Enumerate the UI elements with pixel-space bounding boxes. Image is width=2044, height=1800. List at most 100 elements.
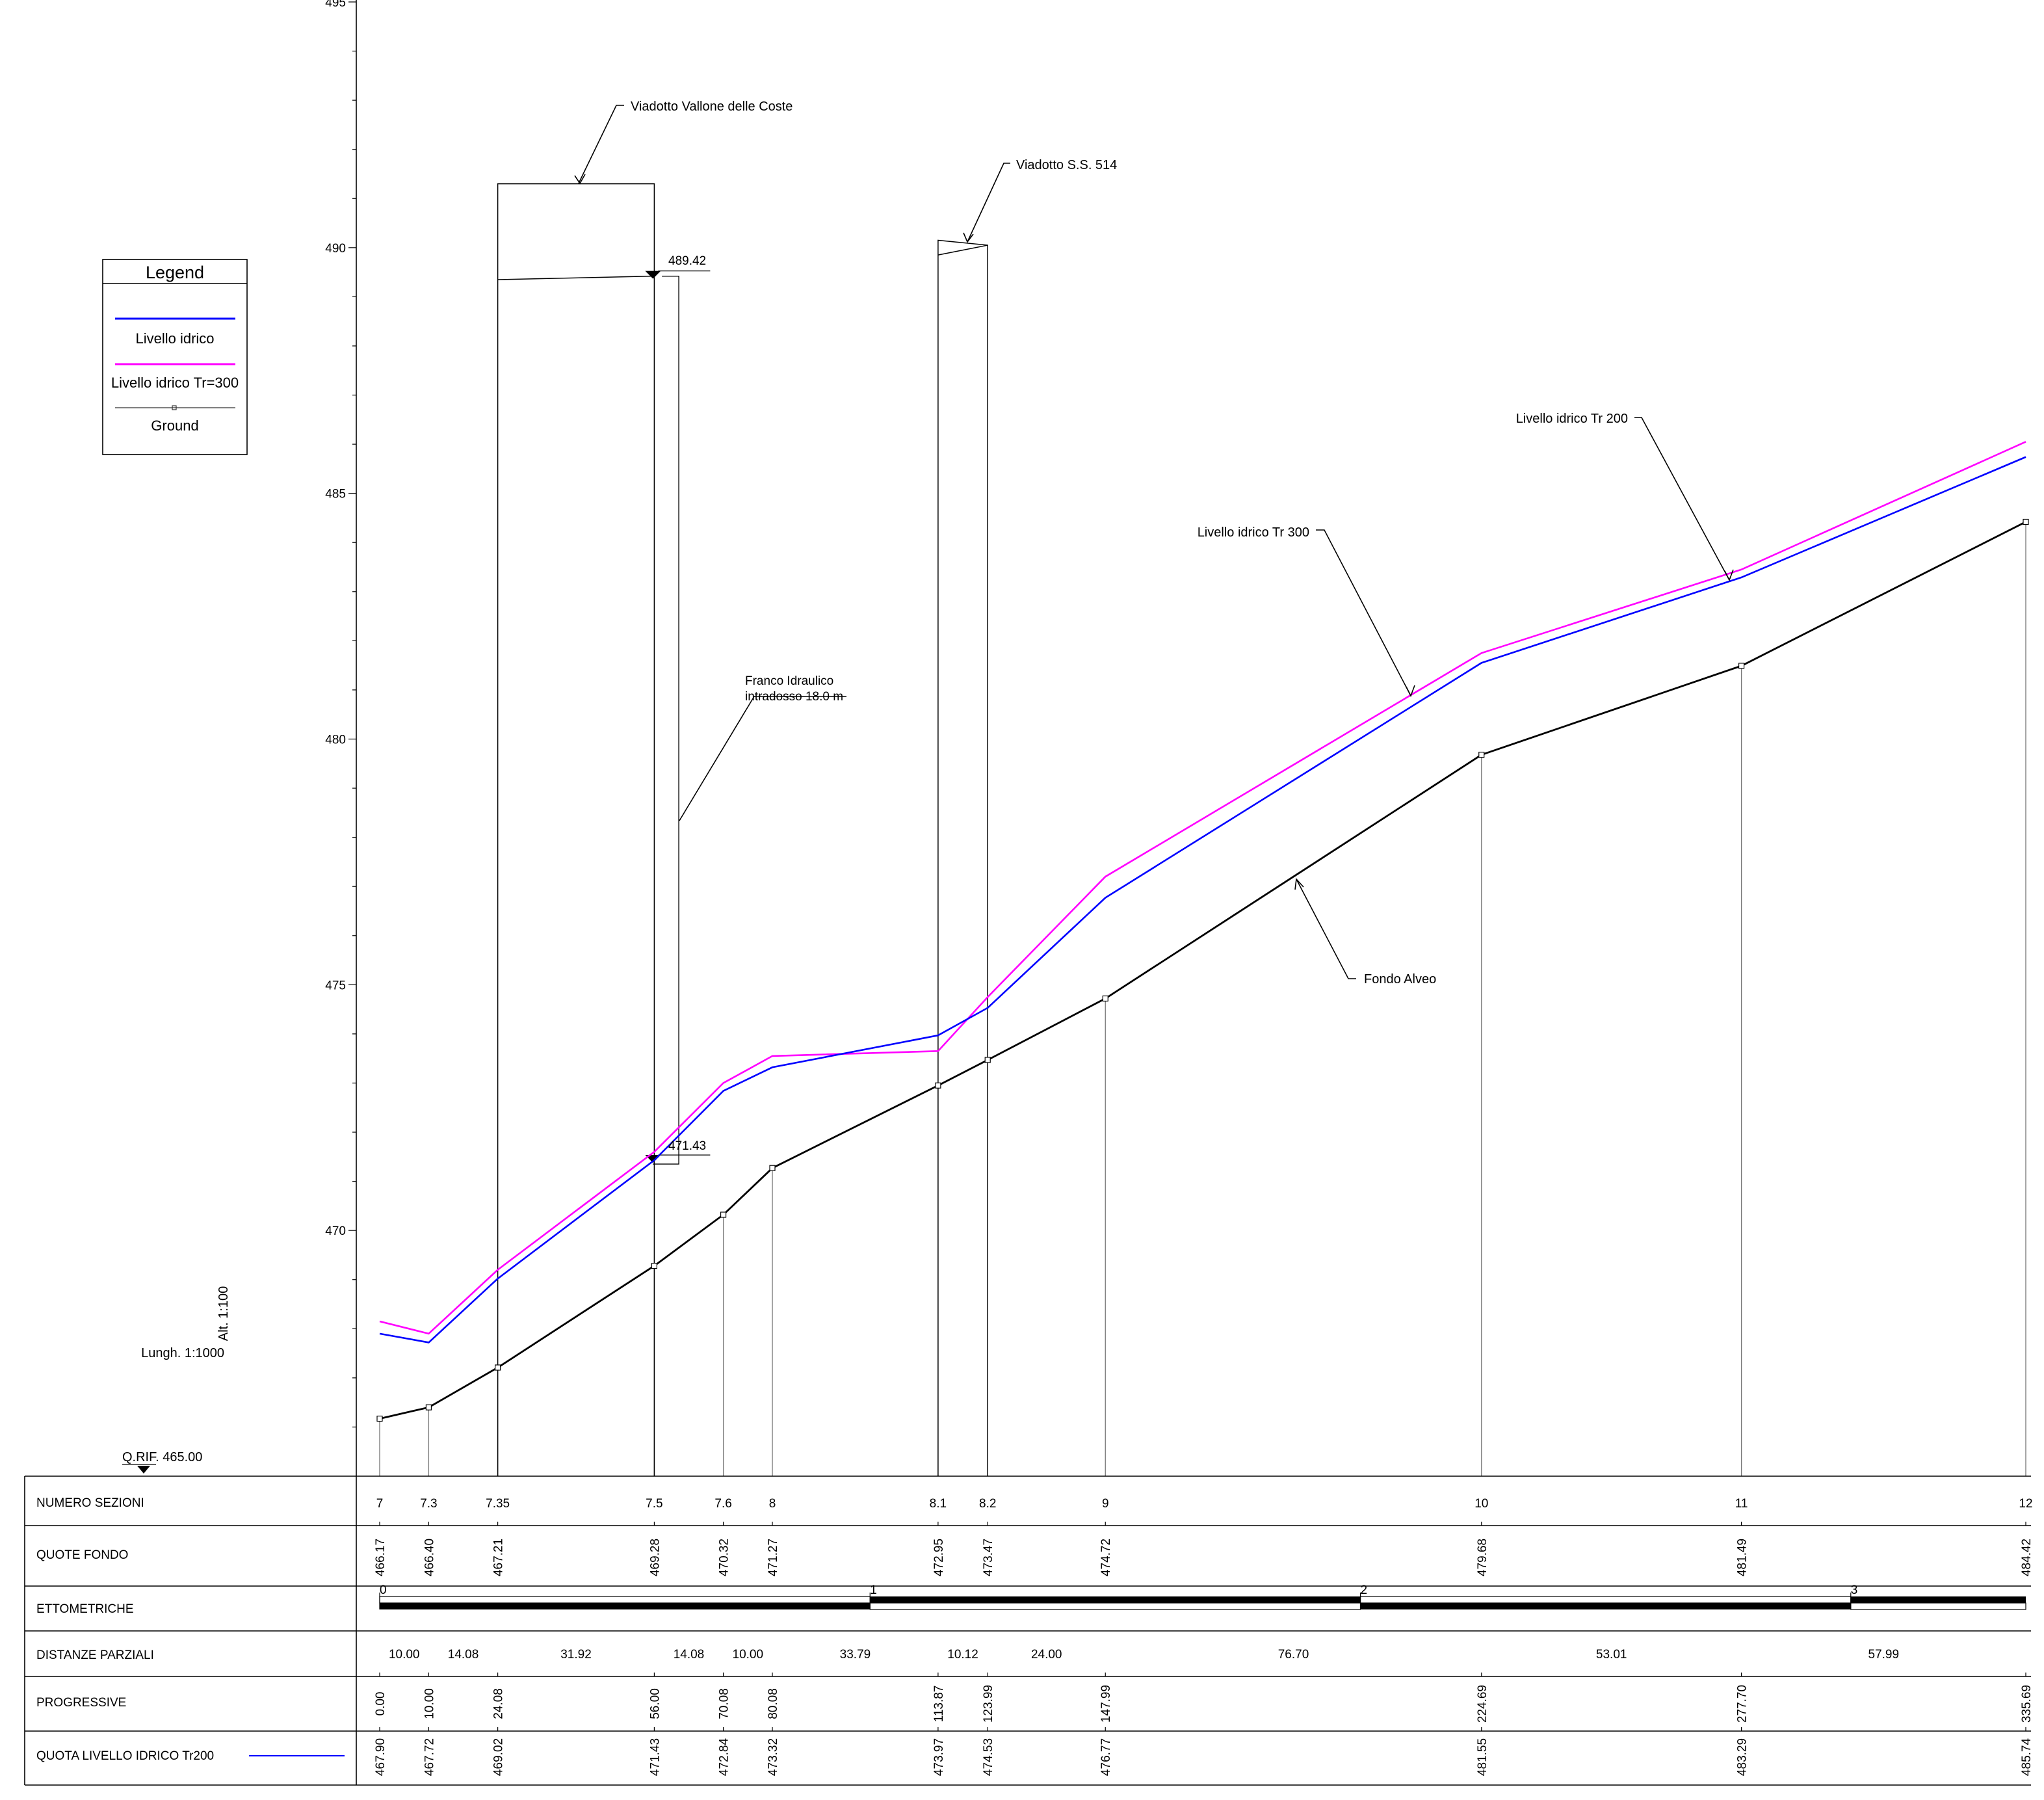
annotation-franco-line1: Franco Idraulico xyxy=(745,674,833,688)
arrowhead-fondo-alveo-icon xyxy=(1294,878,1304,890)
cell-progressiva: 70.08 xyxy=(718,1688,731,1719)
cell-numero-sezione: 12 xyxy=(2019,1497,2032,1511)
cell-distanza-parziale: 57.99 xyxy=(1868,1648,1900,1661)
ground-point-7-6 xyxy=(720,1211,727,1218)
cell-progressiva: 335.69 xyxy=(2020,1685,2034,1723)
cell-progressiva: 147.99 xyxy=(1099,1685,1113,1723)
cell-ettometrica: 3 xyxy=(1851,1583,1858,1597)
y-axis-ticks: 470 475 480 485 490 495 xyxy=(325,0,356,1428)
cell-quota-fondo: 481.49 xyxy=(1736,1539,1749,1576)
hectometer-bar-top xyxy=(379,1596,871,1604)
annotation-tr200: Livello idrico Tr 200 xyxy=(1516,412,1628,426)
cell-quota-livello: 474.53 xyxy=(982,1738,995,1776)
legend-box xyxy=(102,259,248,455)
cell-quota-fondo: 474.72 xyxy=(1099,1539,1113,1576)
cell-progressiva: 10.00 xyxy=(423,1688,436,1719)
cell-quota-livello: 467.72 xyxy=(423,1738,436,1776)
ground-point-12 xyxy=(2023,518,2029,525)
cell-numero-sezione: 10 xyxy=(1474,1497,1488,1511)
cell-quota-livello: 472.84 xyxy=(718,1738,731,1777)
cell-progressiva: 0.00 xyxy=(374,1692,387,1716)
annotation-viadotto-vallone: Viadotto Vallone delle Coste xyxy=(631,99,793,114)
hectometer-bar-top xyxy=(1850,1596,2026,1603)
elevation-marker-top-icon xyxy=(645,271,661,279)
hectometer-bar-bottom xyxy=(869,1602,1361,1610)
legend-label-livello-idrico: Livello idrico xyxy=(135,330,214,347)
scale-alt: Alt. 1:100 xyxy=(216,1286,231,1342)
arrowhead-viadotto-vallone-icon xyxy=(574,174,586,185)
hectometer-bar-top xyxy=(1359,1596,1852,1604)
cell-quota-fondo: 479.68 xyxy=(1476,1539,1489,1576)
leader-tr300 xyxy=(1316,529,1411,696)
y-tick-label: 480 xyxy=(325,734,346,747)
annotation-tr300: Livello idrico Tr 300 xyxy=(1198,525,1309,540)
row-label-quote-fondo: QUOTE FONDO xyxy=(36,1548,128,1562)
cell-distanza-parziale: 24.00 xyxy=(1031,1648,1062,1661)
cell-numero-sezione: 7.5 xyxy=(646,1497,662,1511)
profile-series xyxy=(376,441,2029,1422)
cell-distanza-parziale: 33.79 xyxy=(840,1648,871,1661)
row-label-distanze-parziali: DISTANZE PARZIALI xyxy=(36,1648,154,1662)
cell-quota-fondo: 469.28 xyxy=(648,1539,662,1576)
cell-progressiva: 24.08 xyxy=(492,1688,506,1719)
cell-numero-sezione: 11 xyxy=(1735,1497,1748,1511)
cell-numero-sezione: 7.35 xyxy=(486,1497,510,1511)
bridges xyxy=(497,183,988,1476)
ground-point-7-3 xyxy=(425,1404,432,1410)
cell-distanza-parziale: 14.08 xyxy=(448,1648,479,1661)
series-line-ground xyxy=(379,521,2026,1420)
cell-distanza-parziale: 10.00 xyxy=(389,1648,420,1661)
y-tick-label: 490 xyxy=(325,242,346,256)
series-line-livello-idrico xyxy=(379,456,2026,1343)
cell-progressiva: 224.69 xyxy=(1476,1685,1489,1723)
row-label-ettometriche: ETTOMETRICHE xyxy=(36,1602,134,1616)
cell-quota-fondo: 466.40 xyxy=(423,1539,436,1576)
cell-quota-fondo: 467.21 xyxy=(492,1539,506,1576)
scale-lungh: Lungh. 1:1000 xyxy=(141,1346,224,1360)
hectometer-bar-bottom xyxy=(1850,1602,2026,1610)
y-tick-label: 475 xyxy=(325,979,346,992)
cell-progressiva: 80.08 xyxy=(766,1688,780,1719)
ground-point-11 xyxy=(1738,663,1745,669)
arrowhead-tr300-icon xyxy=(1406,685,1415,697)
cell-quota-livello: 473.97 xyxy=(932,1738,946,1776)
cell-numero-sezione: 8 xyxy=(769,1497,776,1511)
annotations: Viadotto Vallone delle Coste Viadotto S.… xyxy=(574,99,1734,1153)
cell-progressiva: 113.87 xyxy=(932,1686,946,1723)
ground-point-9 xyxy=(1102,995,1108,1002)
cell-numero-sezione: 9 xyxy=(1102,1497,1109,1511)
row-label-progressive: PROGRESSIVE xyxy=(36,1696,126,1710)
legend: Legend Livello idrico Livello idrico Tr=… xyxy=(102,259,248,455)
cell-ettometrica: 2 xyxy=(1361,1583,1368,1597)
cell-progressiva: 56.00 xyxy=(648,1688,662,1719)
arrowhead-tr200-icon xyxy=(1724,569,1734,581)
legend-ground-marker xyxy=(172,405,177,410)
annotation-fondo-alveo: Fondo Alveo xyxy=(1364,972,1436,986)
reference-elevation-triangle-icon xyxy=(137,1466,150,1474)
cell-distanza-parziale: 10.12 xyxy=(947,1648,978,1661)
cell-quota-livello: 476.77 xyxy=(1099,1738,1113,1776)
annotation-viadotto-ss514: Viadotto S.S. 514 xyxy=(1016,158,1117,172)
bridge-ss514-soffit xyxy=(937,245,988,256)
cell-quota-livello: 483.29 xyxy=(1736,1738,1749,1776)
leader-fondo-alveo xyxy=(1296,879,1356,979)
cell-distanza-parziale: 31.92 xyxy=(560,1648,592,1661)
ground-point-8-1 xyxy=(935,1082,941,1089)
series-line-livello-idrico-tr300 xyxy=(379,441,2026,1335)
cell-quota-livello: 467.90 xyxy=(374,1738,387,1776)
ground-point-7-35 xyxy=(495,1364,501,1371)
arrowhead-viadotto-ss514-icon xyxy=(963,232,974,243)
hectometer-bar-top xyxy=(870,1596,1361,1603)
hectometer-bar-bottom xyxy=(380,1603,871,1609)
section-data-table: NUMERO SEZIONI QUOTE FONDO ETTOMETRICHE … xyxy=(24,1476,2034,1786)
cell-distanza-parziale: 53.01 xyxy=(1596,1648,1627,1661)
bridge-ss514-outline xyxy=(937,239,988,1476)
y-axis: 470 475 480 485 490 495 xyxy=(325,0,357,1476)
cell-quota-livello: 473.32 xyxy=(766,1738,780,1776)
row-label-quota-livello-tr200: QUOTA LIVELLO IDRICO Tr200 xyxy=(36,1749,214,1763)
cell-distanza-parziale: 14.08 xyxy=(674,1648,705,1661)
bridge-vallone-soffit xyxy=(497,275,655,280)
legend-label-ground: Ground xyxy=(151,417,198,434)
annotation-elevation-471-43: 471.43 xyxy=(668,1139,706,1153)
